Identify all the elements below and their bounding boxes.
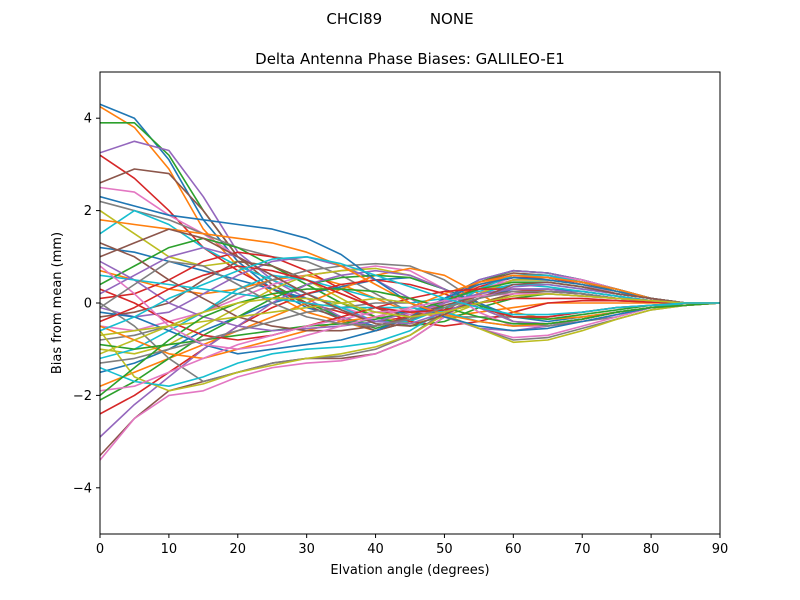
x-tick-label: 0 bbox=[96, 542, 104, 557]
x-tick-label: 60 bbox=[505, 542, 522, 557]
series-line-44 bbox=[100, 265, 720, 323]
y-tick-label: 0 bbox=[84, 297, 92, 312]
series-line-46 bbox=[100, 228, 720, 327]
x-tick-label: 90 bbox=[712, 542, 729, 557]
x-tick-label: 70 bbox=[574, 542, 591, 557]
series-line-4 bbox=[100, 154, 720, 323]
y-tick-label: 4 bbox=[84, 112, 92, 127]
y-axis: −4 −2 0 2 4 bbox=[73, 112, 100, 496]
x-tick-label: 30 bbox=[298, 542, 315, 557]
y-axis-label: Bias from mean (mm) bbox=[50, 232, 65, 374]
x-tick-label: 50 bbox=[436, 542, 453, 557]
chart-title: Delta Antenna Phase Biases: GALILEO-E1 bbox=[255, 50, 565, 68]
x-tick-label: 80 bbox=[643, 542, 660, 557]
series-line-50 bbox=[100, 255, 720, 332]
x-axis: 0 10 20 30 40 50 60 70 80 90 bbox=[96, 534, 728, 557]
series-line-37 bbox=[100, 302, 720, 392]
y-tick-label: −2 bbox=[73, 389, 92, 404]
x-tick-label: 10 bbox=[161, 542, 178, 557]
series-line-35 bbox=[100, 260, 720, 332]
x-axis-label: Elvation angle (degrees) bbox=[330, 563, 489, 578]
figure-suptitle: CHCI89 NONE bbox=[326, 10, 473, 28]
x-tick-label: 40 bbox=[367, 542, 384, 557]
series-line-26 bbox=[100, 276, 720, 457]
plot-area bbox=[99, 71, 721, 535]
series-line-49 bbox=[100, 292, 720, 355]
y-tick-label: 2 bbox=[84, 204, 92, 219]
x-tick-label: 20 bbox=[230, 542, 247, 557]
series-line-43 bbox=[100, 288, 720, 397]
y-tick-label: −4 bbox=[73, 481, 92, 496]
series-layer bbox=[100, 103, 720, 461]
